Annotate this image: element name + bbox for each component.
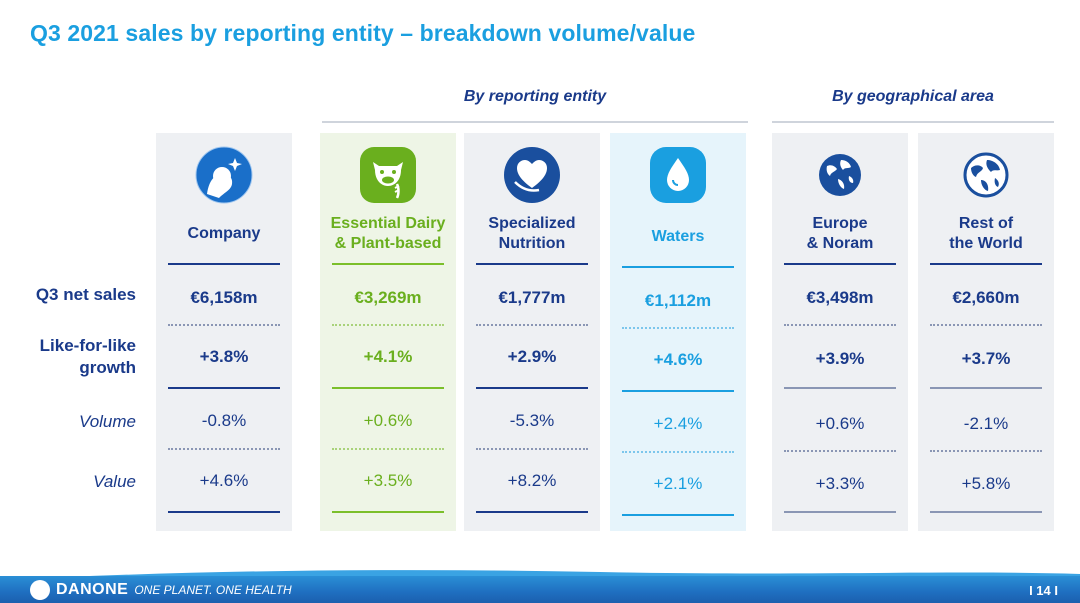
company-divider-3 [168, 448, 280, 450]
row-divider-1 [930, 324, 1042, 326]
group-divider-geo [772, 121, 1054, 123]
europe-divider-4 [784, 511, 896, 513]
brand-slogan: ONE PLANET. ONE HEALTH [134, 583, 292, 597]
row-lfl: +3.7% [961, 349, 1011, 368]
dairy-divider-2 [332, 387, 444, 389]
row-divider-2 [930, 387, 1042, 389]
waters-volume: +2.4% [653, 414, 703, 433]
dairy-value: +3.5% [363, 471, 413, 490]
dairy-header-divider [332, 263, 444, 265]
row-value: +5.8% [961, 474, 1011, 493]
danone-child-icon [195, 146, 253, 204]
waters-divider-3 [622, 451, 734, 453]
waters-header-divider [622, 266, 734, 268]
dairy-lfl: +4.1% [363, 347, 413, 366]
row-divider-4 [930, 511, 1042, 513]
waters-divider-2 [622, 390, 734, 392]
company-divider-1 [168, 324, 280, 326]
row-net-sales: €2,660m [952, 288, 1020, 307]
dairy-volume: +0.6% [363, 411, 413, 430]
waters-divider-4 [622, 514, 734, 516]
company-value: +4.6% [199, 471, 249, 490]
company-lfl: +3.8% [199, 347, 249, 366]
europe-volume: +0.6% [815, 414, 865, 433]
dairy-net-sales: €3,269m [354, 288, 422, 307]
europe-divider-3 [784, 450, 896, 452]
row-label-lfl-line2: growth [79, 358, 136, 377]
globe-world-icon [957, 146, 1015, 204]
spec-lfl: +2.9% [507, 347, 557, 366]
europe-lfl: +3.9% [815, 349, 865, 368]
heart-hand-icon [503, 146, 561, 204]
row-label-lfl-line1: Like-for-like [39, 336, 136, 355]
column-europe-noram: Europe & Noram €3,498m +3.9% +0.6% +3.3% [772, 133, 908, 531]
dairy-header-line2: & Plant-based [334, 235, 442, 252]
spec-volume: -5.3% [509, 411, 555, 430]
spec-header-line1: Specialized [488, 215, 576, 232]
spec-header-divider [476, 263, 588, 265]
dairy-header-line1: Essential Dairy [330, 215, 446, 232]
europe-value: +3.3% [815, 474, 865, 493]
company-header: Company [187, 225, 261, 242]
group-divider-entity [322, 121, 748, 123]
company-divider-4 [168, 511, 280, 513]
company-divider-2 [168, 387, 280, 389]
waters-lfl: +4.6% [653, 350, 703, 369]
europe-header-line1: Europe [812, 215, 868, 232]
row-label-value: Value [93, 472, 136, 491]
waters-header: Waters [651, 228, 705, 245]
brand-name: DANONE [56, 581, 129, 598]
group-header-entity: By reporting entity [463, 88, 607, 105]
waters-divider-1 [622, 327, 734, 329]
row-header-divider [930, 263, 1042, 265]
europe-divider-2 [784, 387, 896, 389]
column-waters: Waters €1,112m +4.6% +2.4% +2.1% [610, 133, 746, 531]
dairy-divider-4 [332, 511, 444, 513]
row-volume: -2.1% [963, 414, 1009, 433]
company-volume: -0.8% [201, 411, 247, 430]
dairy-divider-1 [332, 324, 444, 326]
spec-divider-4 [476, 511, 588, 513]
europe-net-sales: €3,498m [806, 288, 874, 307]
europe-header-divider [784, 263, 896, 265]
spec-header-line2: Nutrition [498, 235, 566, 252]
cow-wheat-icon [359, 146, 417, 204]
row-label-net-sales: Q3 net sales [35, 285, 136, 304]
row-header-line2: the World [949, 235, 1023, 252]
waters-value: +2.1% [653, 474, 703, 493]
globe-europe-icon [811, 146, 869, 204]
company-net-sales: €6,158m [190, 288, 258, 307]
dairy-divider-3 [332, 448, 444, 450]
europe-divider-1 [784, 324, 896, 326]
spec-divider-3 [476, 448, 588, 450]
page-number: I 14 I [1029, 583, 1058, 598]
row-header-line1: Rest of [958, 215, 1014, 232]
water-drop-icon [649, 146, 707, 204]
page-title: Q3 2021 sales by reporting entity – brea… [30, 20, 696, 46]
column-rest-of-world: Rest of the World €2,660m +3.7% -2.1% +5… [918, 133, 1054, 531]
company-header-divider [168, 263, 280, 265]
spec-net-sales: €1,777m [498, 288, 566, 307]
column-dairy: Essential Dairy & Plant-based €3,269m +4… [320, 133, 456, 531]
row-label-volume: Volume [78, 412, 136, 431]
spec-value: +8.2% [507, 471, 557, 490]
danone-logo-icon [30, 580, 50, 600]
europe-header-line2: & Noram [806, 235, 874, 252]
row-divider-3 [930, 450, 1042, 452]
column-company: Company €6,158m +3.8% -0.8% +4.6% [156, 133, 292, 531]
danone-logo: DANONE ONE PLANET. ONE HEALTH [30, 579, 292, 601]
column-specialized-nutrition: Specialized Nutrition €1,777m +2.9% -5.3… [464, 133, 600, 531]
spec-divider-2 [476, 387, 588, 389]
group-header-geo: By geographical area [832, 88, 994, 105]
waters-net-sales: €1,112m [644, 291, 712, 310]
spec-divider-1 [476, 324, 588, 326]
footer-bar [0, 576, 1080, 603]
